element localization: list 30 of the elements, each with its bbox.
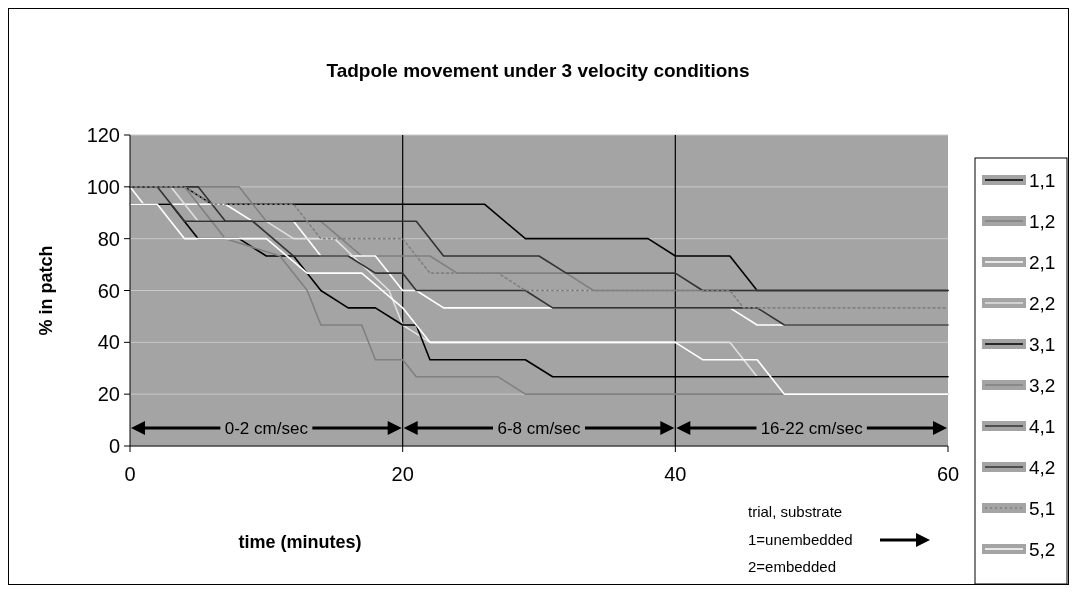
y-axis-title: % in patch [36,245,56,336]
band-label: 16-22 cm/sec [760,419,864,438]
x-tick-label: 40 [664,463,687,485]
legend-label: 2,1 [1029,252,1056,273]
legend-label: 4,1 [1029,416,1056,437]
y-tick-label: 100 [86,175,120,198]
y-tick-label: 0 [108,435,120,457]
y-tick-label: 40 [97,331,120,354]
chart-title: Tadpole movement under 3 velocity conditions [326,60,750,81]
x-axis-title: time (minutes) [238,532,362,552]
y-tick-label: 20 [97,383,120,406]
legend-label: 3,2 [1029,375,1056,396]
x-tick-label: 60 [936,463,960,485]
legend-label: 4,2 [1029,457,1056,478]
x-tick-label: 0 [124,463,136,485]
legend-label: 2,2 [1029,293,1056,314]
text: 2=embedded [748,558,836,575]
legend-label: 3,1 [1029,334,1056,355]
y-tick-label: 60 [97,279,120,302]
text: 1=unembedded [748,531,853,548]
band-label: 6-8 cm/sec [497,419,582,438]
legend-label: 1,2 [1029,211,1056,232]
legend-label: 5,1 [1029,498,1056,519]
band-label: 0-2 cm/sec [224,419,309,438]
y-tick-label: 120 [86,124,120,146]
y-tick-label: 80 [97,227,120,250]
x-tick-label: 20 [391,463,414,485]
legend-title: trial, substrate [748,503,843,520]
legend-label: 1,1 [1029,170,1056,191]
legend-label: 5,2 [1029,539,1056,560]
